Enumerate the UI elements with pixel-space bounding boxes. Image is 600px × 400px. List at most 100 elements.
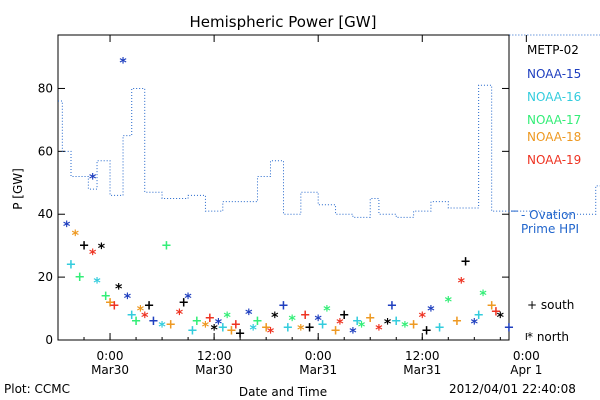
north-marker: * xyxy=(458,275,466,291)
north-marker: * xyxy=(223,310,231,326)
footer-timestamp: 2012/04/01 22:40:08 xyxy=(449,382,576,396)
south-marker: + xyxy=(165,317,176,332)
chart-title: Hemispheric Power [GW] xyxy=(190,13,377,31)
south-marker: + xyxy=(187,324,198,339)
south-marker: + xyxy=(261,320,272,335)
south-marker: + xyxy=(486,298,497,313)
south-marker: + xyxy=(74,270,85,285)
x-tick-date-label: Apr 1 xyxy=(510,363,542,377)
y-tick-label: 0 xyxy=(45,333,53,347)
south-marker: + xyxy=(365,311,376,326)
north-marker: * xyxy=(271,310,279,326)
legend-item-ovation: - Ovation Prime HPI xyxy=(521,208,579,236)
north-marker: * xyxy=(497,310,505,326)
y-axis-label: P [GW] xyxy=(11,168,25,210)
north-marker: * xyxy=(89,247,97,263)
north-marker: * xyxy=(297,323,305,339)
south-marker: + xyxy=(339,308,350,323)
south-marker: + xyxy=(421,324,432,339)
legend-item-noaa-19: NOAA-19 xyxy=(527,153,582,167)
south-marker: + xyxy=(178,295,189,310)
north-marker: * xyxy=(427,304,435,320)
south-marker: + xyxy=(408,317,419,332)
north-marker: * xyxy=(323,304,331,320)
north-marker: * xyxy=(93,275,101,291)
south-marker: + xyxy=(144,298,155,313)
y-tick-label: 80 xyxy=(38,81,53,95)
south-marker: + xyxy=(79,239,90,254)
x-tick-date-label: Mar31 xyxy=(299,363,337,377)
south-marker: + xyxy=(252,314,263,329)
north-marker: * xyxy=(315,313,323,329)
south-marker: + xyxy=(204,311,215,326)
north-marker: * xyxy=(210,323,218,339)
south-marker: + xyxy=(66,258,77,273)
north-marker: * xyxy=(158,319,166,335)
south-marker: + xyxy=(304,320,315,335)
y-tick-label: 40 xyxy=(38,207,53,221)
south-marker: + xyxy=(191,314,202,329)
south-marker: + xyxy=(235,327,246,342)
south-marker: + xyxy=(452,314,463,329)
north-marker: * xyxy=(63,219,71,235)
north-marker: * xyxy=(249,323,257,339)
x-tick-date-label: Mar31 xyxy=(403,363,441,377)
north-marker: * xyxy=(289,313,297,329)
south-marker: + xyxy=(230,317,241,332)
north-marker: * xyxy=(184,291,192,307)
legend-item-noaa-15: NOAA-15 xyxy=(527,67,582,81)
north-marker: * xyxy=(267,326,275,342)
legend-north-marker: * north xyxy=(527,330,570,344)
legend-item-metp-02: METP-02 xyxy=(527,43,579,57)
south-marker: + xyxy=(473,308,484,323)
south-marker: + xyxy=(148,314,159,329)
south-marker: + xyxy=(504,320,515,335)
north-marker: * xyxy=(471,316,479,332)
north-marker: * xyxy=(137,304,145,320)
plot-frame xyxy=(57,34,510,341)
x-tick-label: 12:00 xyxy=(405,349,440,363)
south-marker: + xyxy=(100,289,111,304)
south-marker: + xyxy=(317,317,328,332)
north-marker: * xyxy=(245,307,253,323)
x-tick-label: 0:00 xyxy=(513,349,540,363)
north-marker: * xyxy=(124,291,132,307)
south-marker: + xyxy=(282,320,293,335)
north-marker: * xyxy=(419,310,427,326)
north-marker: * xyxy=(384,316,392,332)
north-marker: * xyxy=(445,294,453,310)
north-marker: * xyxy=(176,307,184,323)
footer-plot-credit: Plot: CCMC xyxy=(4,382,70,396)
north-marker: * xyxy=(115,282,123,298)
x-tick-label: 0:00 xyxy=(305,349,332,363)
x-tick-date-label: Mar30 xyxy=(195,363,233,377)
x-axis-label: Date and Time xyxy=(239,385,327,399)
legend-south-marker: + south xyxy=(527,298,575,312)
y-tick-label: 20 xyxy=(38,270,53,284)
north-marker: * xyxy=(119,55,127,71)
south-marker: + xyxy=(161,239,172,254)
north-marker: * xyxy=(72,228,80,244)
legend-item-noaa-18: NOAA-18 xyxy=(527,130,582,144)
south-marker: + xyxy=(330,324,341,339)
south-marker: + xyxy=(460,254,471,269)
north-marker: * xyxy=(215,316,223,332)
south-marker: + xyxy=(491,305,502,320)
south-marker: + xyxy=(226,324,237,339)
north-marker: * xyxy=(401,319,409,335)
south-marker: + xyxy=(434,320,445,335)
x-tick-label: 12:00 xyxy=(197,349,232,363)
north-marker: * xyxy=(336,316,344,332)
north-marker: * xyxy=(202,319,210,335)
south-marker: + xyxy=(391,314,402,329)
north-marker: * xyxy=(89,172,97,188)
south-marker: + xyxy=(352,314,363,329)
south-marker: + xyxy=(217,320,228,335)
south-marker: + xyxy=(131,314,142,329)
ovation-hpi-line xyxy=(58,34,600,218)
north-marker: * xyxy=(375,323,383,339)
north-marker: * xyxy=(358,319,366,335)
legend-item-noaa-16: NOAA-16 xyxy=(527,90,582,104)
south-marker: + xyxy=(126,308,137,323)
